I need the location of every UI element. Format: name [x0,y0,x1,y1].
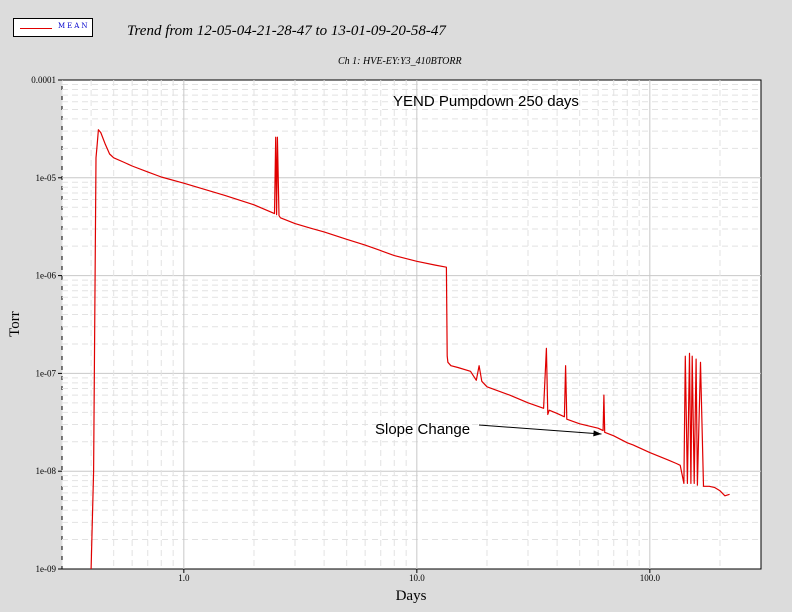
series-layer [90,129,730,570]
x-tick-label: 100.0 [640,573,661,583]
y-tick-label: 0.0001 [31,75,56,85]
legend-swatch [20,28,52,29]
annotation-arrowhead [593,430,602,437]
plot-area [61,79,762,570]
x-axis-label: Days [396,588,427,604]
chart-window-title: Trend from 12-05-04-21-28-47 to 13-01-09… [127,23,446,39]
channel-subtitle: Ch 1: HVE-EY:Y3_410BTORR [338,56,462,67]
y-tick-label: 1e-05 [36,173,57,183]
y-tick-label: 1e-08 [36,466,57,476]
annotation-arrow [478,424,602,435]
tick-labels: 1e-09 1e-08 1e-07 1e-06 1e-05 0.0001 1.0 10.0 10… [31,75,660,583]
y-tick-label: 1e-06 [36,271,57,281]
y-tick-label: 1e-07 [36,368,57,378]
y-tick-label: 1e-09 [36,564,57,574]
plot-title: YEND Pumpdown 250 days [393,93,579,110]
x-tick-label: 1.0 [178,573,190,583]
x-tick-label: 10.0 [409,573,425,583]
y-axis-label: Torr [7,311,23,337]
legend: MEAN [13,18,93,37]
annotation-slope-change: Slope Change [375,421,470,438]
legend-label: MEAN [58,22,90,30]
series-line-mean [90,129,730,570]
grid [61,80,761,569]
